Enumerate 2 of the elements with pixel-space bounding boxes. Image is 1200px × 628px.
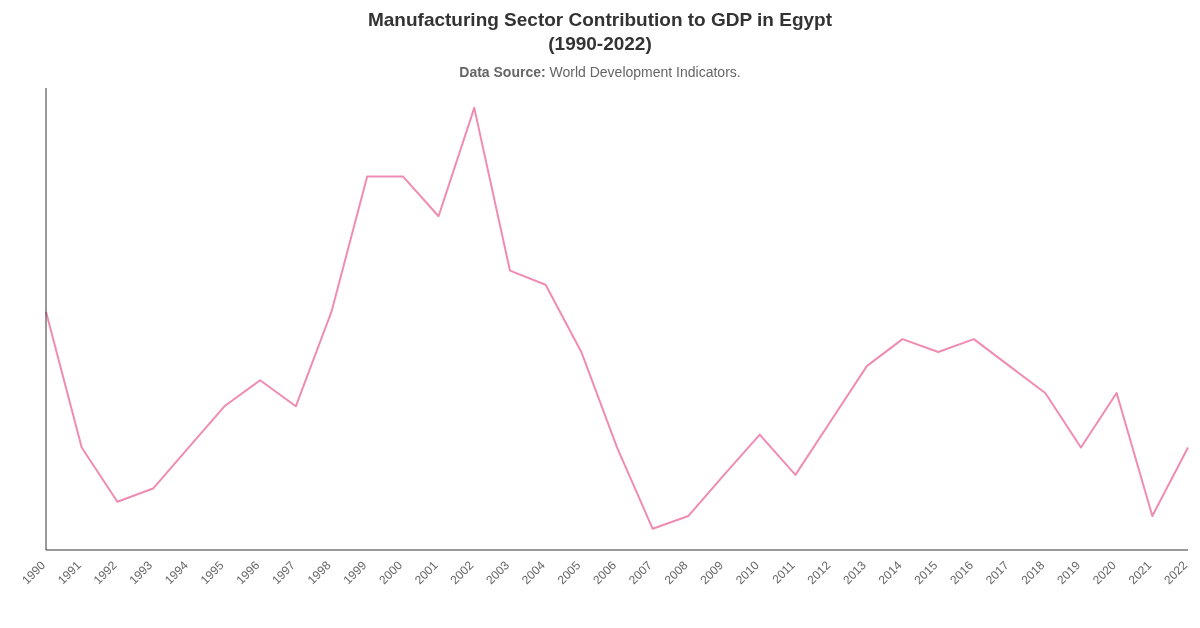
- chart-title: Manufacturing Sector Contribution to GDP in Egypt (1990-2022): [366, 8, 834, 56]
- chart-subtitle: Data Source: World Development Indicators.: [459, 64, 741, 80]
